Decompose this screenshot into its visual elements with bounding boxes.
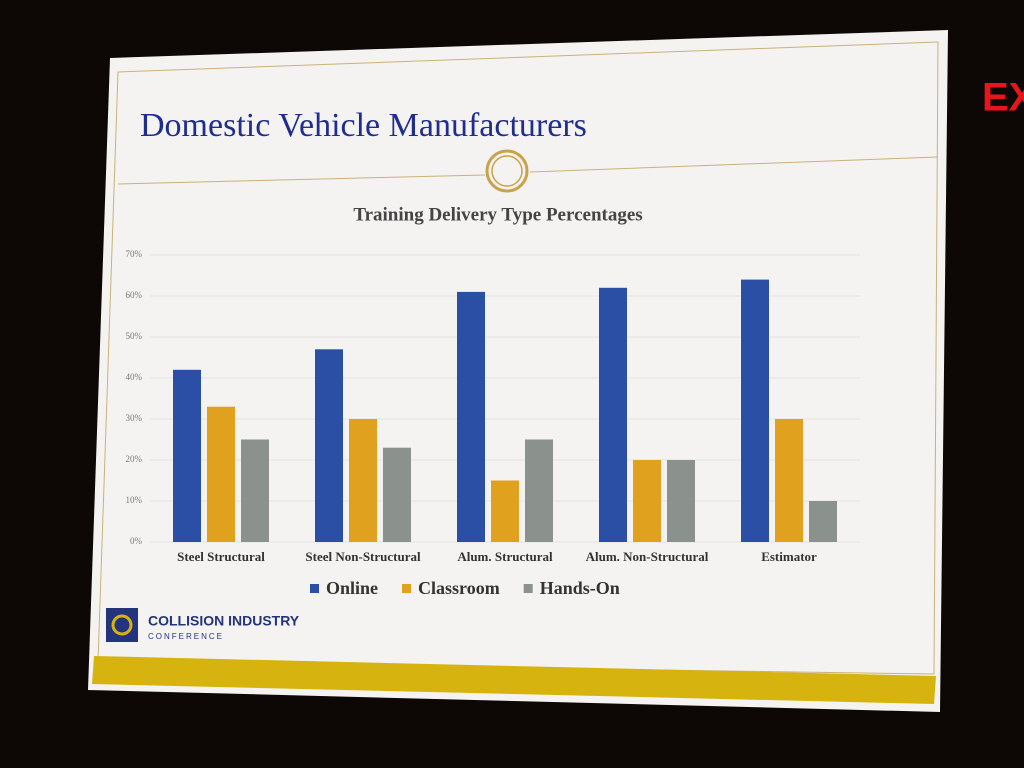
y-tick-label: 40% [126,372,143,382]
y-tick-label: 70% [126,249,143,259]
footer-band [92,656,936,704]
legend-swatch [402,584,412,593]
bar [633,460,661,542]
exit-sign: EX [982,76,1024,120]
y-tick-label: 60% [126,290,143,300]
x-tick-label: Alum. Non-Structural [586,549,709,564]
bar [741,279,769,542]
bar [775,419,803,542]
bar [207,406,235,542]
bar [809,501,837,542]
divider [529,156,939,173]
chart-title: Training Delivery Type Percentages [353,204,642,225]
bar [315,349,343,542]
slide-border [97,41,939,675]
ornament [485,149,529,193]
bar [525,439,553,542]
legend-label: Classroom [418,578,500,598]
y-tick-label: 30% [126,413,143,423]
legend-label: Online [326,578,378,598]
slide-title: Domestic Vehicle Manufacturers [140,107,587,144]
logo-sub: CONFERENCE [148,632,224,641]
bar [599,287,627,542]
bar [383,447,411,542]
x-tick-label: Estimator [761,549,817,564]
x-tick-label: Steel Non-Structural [305,549,421,564]
logo-icon [111,614,133,636]
divider [117,174,486,185]
logo-icon [106,608,138,642]
bar [667,460,695,542]
bar [491,480,519,542]
bar [241,439,269,542]
y-tick-label: 20% [126,454,143,464]
ornament [491,155,523,187]
x-tick-label: Alum. Structural [457,549,553,564]
logo-name: COLLISION INDUSTRY [148,613,300,629]
y-tick-label: 50% [126,331,143,341]
legend-label: Hands-On [540,578,620,598]
x-tick-label: Steel Structural [177,549,265,564]
y-tick-label: 0% [130,536,143,546]
bar [457,291,485,542]
bar [173,369,201,542]
bar [349,419,377,542]
y-tick-label: 10% [126,495,143,505]
legend-swatch [310,584,319,593]
legend-swatch [523,584,533,593]
